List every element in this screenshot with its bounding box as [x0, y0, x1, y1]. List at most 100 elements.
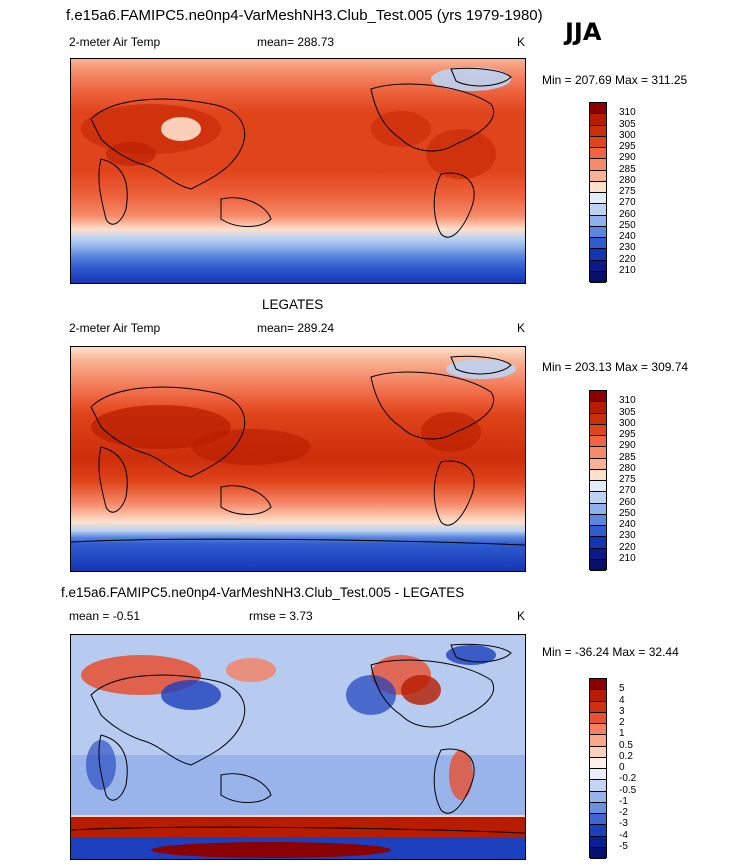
colorbar-tick-label: 0	[619, 762, 625, 773]
colorbar-segment	[590, 148, 606, 160]
colorbar-segment	[590, 791, 606, 803]
colorbar-segment	[590, 114, 606, 126]
colorbar-segment	[590, 746, 606, 758]
panel1-minmax: Min = 207.69 Max = 311.25	[542, 73, 688, 87]
colorbar-tick-label: 210	[619, 264, 636, 276]
colorbar-tick-label: 3	[619, 705, 625, 717]
colorbar-tick-label: 250	[619, 507, 636, 519]
panel1-mean-label: mean= 288.73	[257, 35, 335, 49]
panel1-title: f.e15a6.FAMIPC5.ne0np4-VarMeshNH3.Club_T…	[66, 7, 543, 24]
colorbar-segment	[590, 458, 606, 470]
colorbar-segment	[590, 537, 606, 549]
colorbar-segment	[590, 424, 606, 436]
colorbar-tick-label: 220	[619, 541, 636, 553]
panel3-unit: K	[517, 609, 526, 623]
colorbar-segment	[590, 802, 606, 814]
panel1-map	[70, 58, 526, 284]
colorbar-segment	[590, 548, 606, 560]
panel2-unit: K	[517, 321, 526, 335]
colorbar-segment	[590, 514, 606, 526]
colorbar-segment	[590, 447, 606, 459]
colorbar-segment	[590, 712, 606, 724]
panel2-title: LEGATES	[262, 297, 324, 312]
colorbar-segment	[590, 757, 606, 769]
colorbar-tick-label: 240	[619, 519, 636, 530]
colorbar-tick-label: 275	[619, 186, 636, 197]
panel2-minmax: Min = 203.13 Max = 309.74	[542, 360, 689, 374]
panel2-colorbar	[589, 390, 607, 571]
colorbar-tick-label: 250	[619, 219, 636, 231]
colorbar-tick-label: 285	[619, 451, 636, 463]
colorbar-tick-label: 260	[619, 496, 636, 508]
colorbar-segment	[590, 847, 606, 859]
colorbar-segment	[590, 136, 606, 148]
season-label: JJA	[565, 18, 602, 46]
colorbar-segment	[590, 402, 606, 414]
colorbar-tick-label: -1	[619, 795, 628, 807]
colorbar-segment	[590, 271, 606, 283]
colorbar-tick-label: 280	[619, 174, 636, 186]
panel3-mean-label: mean = -0.51	[69, 609, 141, 623]
colorbar-tick-label: 230	[619, 530, 636, 542]
colorbar-tick-label: 305	[619, 406, 636, 418]
colorbar-tick-label: 4	[619, 694, 625, 706]
colorbar-segment	[590, 391, 606, 403]
panel2-mean-label: mean= 289.24	[257, 321, 335, 335]
colorbar-segment	[590, 170, 606, 182]
colorbar-segment	[590, 679, 606, 691]
colorbar-segment	[590, 181, 606, 193]
colorbar-segment	[590, 724, 606, 736]
colorbar-tick-label: 290	[619, 440, 636, 452]
colorbar-tick-label: -4	[619, 829, 628, 841]
colorbar-tick-label: -5	[619, 840, 628, 852]
colorbar-segment	[590, 226, 606, 238]
colorbar-segment	[590, 825, 606, 837]
colorbar-segment	[590, 814, 606, 826]
colorbar-segment	[590, 769, 606, 781]
colorbar-segment	[590, 735, 606, 747]
colorbar-segment	[590, 159, 606, 171]
panel1-colorbar	[589, 102, 607, 283]
colorbar-segment	[590, 215, 606, 227]
colorbar-segment	[590, 204, 606, 216]
colorbar-tick-label: 1	[619, 728, 625, 740]
colorbar-tick-label: 220	[619, 253, 636, 265]
colorbar-segment	[590, 103, 606, 115]
colorbar-tick-label: -0.2	[619, 773, 637, 785]
colorbar-segment	[590, 481, 606, 493]
colorbar-segment	[590, 260, 606, 272]
colorbar-tick-label: 295	[619, 429, 636, 440]
colorbar-tick-label: 2	[619, 717, 625, 728]
panel3-rmse-label: rmse = 3.73	[249, 609, 313, 623]
colorbar-tick-label: 260	[619, 208, 636, 220]
colorbar-segment	[590, 559, 606, 571]
colorbar-tick-label: 0.2	[619, 750, 633, 762]
colorbar-tick-label: 300	[619, 417, 636, 429]
colorbar-segment	[590, 193, 606, 205]
panel3-minmax: Min = -36.24 Max = 32.44	[542, 645, 679, 659]
colorbar-segment	[590, 526, 606, 538]
colorbar-tick-label: -0.5	[619, 784, 637, 796]
colorbar-tick-label: 270	[619, 485, 636, 497]
colorbar-tick-label: 0.5	[619, 739, 633, 751]
colorbar-segment	[590, 690, 606, 702]
colorbar-tick-label: -3	[619, 818, 628, 830]
colorbar-tick-label: 295	[619, 141, 636, 152]
colorbar-tick-label: 310	[619, 395, 636, 407]
colorbar-segment	[590, 701, 606, 713]
panel2-map	[70, 346, 526, 572]
colorbar-segment	[590, 469, 606, 481]
colorbar-tick-label: 275	[619, 474, 636, 485]
colorbar-segment	[590, 780, 606, 792]
panel3-colorbar	[589, 678, 607, 859]
colorbar-segment	[590, 503, 606, 515]
colorbar-tick-label: -2	[619, 807, 628, 818]
colorbar-tick-label: 270	[619, 197, 636, 209]
colorbar-segment	[590, 238, 606, 250]
colorbar-segment	[590, 436, 606, 448]
colorbar-segment	[590, 492, 606, 504]
colorbar-tick-label: 240	[619, 231, 636, 242]
colorbar-tick-label: 285	[619, 163, 636, 175]
colorbar-segment	[590, 249, 606, 261]
panel1-unit: K	[517, 35, 526, 49]
